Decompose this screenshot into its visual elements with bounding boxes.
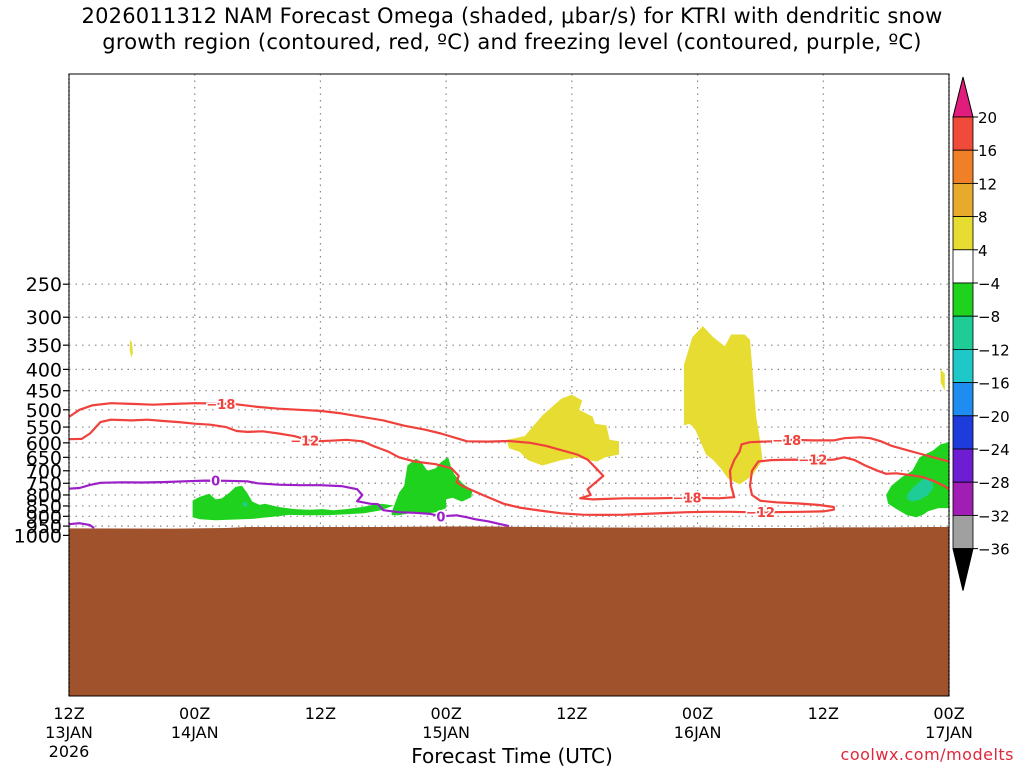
- xtick-label-0-2: 2026: [49, 742, 90, 761]
- ytick-label-500: 500: [26, 400, 62, 422]
- contour-label-1-0: −12: [290, 434, 319, 449]
- x-axis-label: Forecast Time (UTC): [411, 744, 613, 768]
- y-axis-tick-labels: 250 300 3504004505005506006507007508008509…: [14, 274, 62, 547]
- terrain-layer: [69, 526, 949, 696]
- colorbar-label-9: −20: [978, 408, 1010, 426]
- ytick-label-800: 800: [26, 485, 62, 507]
- colorbar-top-arrow: [952, 76, 974, 118]
- omega-region-7: [242, 501, 248, 507]
- colorbar-label-2: 12: [978, 175, 997, 193]
- colorbar-swatch-4: [952, 216, 974, 251]
- xtick-label-1-0: 00Z: [179, 704, 210, 723]
- plot-frame: [63, 73, 950, 697]
- colorbar-swatch-7: [952, 315, 974, 350]
- omega-shading: [129, 326, 949, 521]
- colorbar-swatch-2: [952, 149, 974, 184]
- xtick-label-0-1: 13JAN: [45, 723, 93, 742]
- colorbar-swatch-12: [952, 481, 974, 516]
- omega-colorbar: 20 16 12 8 4 −4 −8 −12 −16 −20 −24 −28 −32 −36: [952, 76, 1010, 591]
- ytick-label-700: 700: [26, 461, 62, 483]
- colorbar-label-8: −16: [978, 375, 1010, 393]
- contour-lines: [69, 402, 949, 529]
- xtick-label-6-0: 12Z: [808, 704, 839, 723]
- xtick-label-0-0: 12Z: [53, 704, 84, 723]
- colorbar-label-6: −8: [978, 308, 1000, 326]
- colorbar-label-11: −28: [978, 474, 1010, 492]
- colorbar-label-12: −32: [978, 507, 1010, 525]
- ytick-label-550: 550: [26, 417, 62, 439]
- contour-label-2-0: 0: [211, 475, 220, 490]
- colorbar-swatch-8: [952, 348, 974, 383]
- ytick-label-850: 850: [26, 496, 62, 518]
- xtick-label-3-0: 00Z: [430, 704, 461, 723]
- freezing-contour-1: [69, 522, 95, 529]
- xtick-label-4-0: 12Z: [556, 704, 587, 723]
- colorbar-label-5: −4: [978, 275, 1000, 293]
- omega-region-8: [907, 477, 934, 502]
- xtick-label-5-1: 16JAN: [674, 723, 722, 742]
- xtick-label-5-0: 00Z: [682, 704, 713, 723]
- xtick-label-7-0: 00Z: [933, 704, 964, 723]
- colorbar-swatch-11: [952, 448, 974, 483]
- colorbar-label-10: −24: [978, 441, 1010, 459]
- omega-region-2: [684, 326, 763, 485]
- ytick-label-650: 650: [26, 447, 62, 469]
- omega-region-3: [940, 369, 945, 391]
- credit-text: coolwx.com/modelts: [840, 745, 1014, 764]
- ytick-label-300: 300: [26, 307, 62, 329]
- colorbar-swatch-5: [952, 249, 974, 284]
- xtick-label-3-1: 15JAN: [422, 723, 470, 742]
- colorbar-label-0: 20: [978, 109, 997, 127]
- colorbar-label-1: 16: [978, 142, 997, 160]
- colorbar-label-13: −36: [978, 541, 1010, 559]
- chart-title-line-1: 2026011312 NAM Forecast Omega (shaded, μ…: [81, 4, 943, 28]
- dendritic-contour-1: [69, 418, 949, 516]
- ytick-label-750: 750: [26, 473, 62, 495]
- ytick-label-950: 950: [26, 516, 62, 538]
- contour-label-0-2: −18: [772, 434, 801, 449]
- terrain-region: [69, 526, 949, 696]
- omega-region-1: [506, 394, 619, 466]
- colorbar-swatch-10: [952, 415, 974, 450]
- chart-title-line-2: growth region (contoured, red, ºC) and f…: [102, 30, 922, 54]
- omega-region-4: [192, 485, 394, 521]
- colorbar-label-7: −12: [978, 341, 1010, 359]
- colorbar-label-4: 4: [978, 242, 988, 260]
- ytick-label-350: 350: [26, 335, 62, 357]
- colorbar-swatch-3: [952, 182, 974, 217]
- colorbar-swatch-9: [952, 382, 974, 417]
- contour-label-0-1: −18: [673, 492, 702, 507]
- contour-label-2-1: 0: [436, 510, 445, 525]
- omega-region-0: [129, 339, 133, 358]
- colorbar-swatch-1: [952, 116, 974, 151]
- freezing-contour-0: [69, 479, 510, 528]
- colorbar-label-3: 8: [978, 209, 988, 227]
- ytick-label-400: 400: [26, 359, 62, 381]
- ytick-label-450: 450: [26, 381, 62, 403]
- ytick-label-600: 600: [26, 433, 62, 455]
- colorbar-bottom-arrow: [952, 548, 974, 591]
- ytick-label-1000: 1000: [14, 525, 62, 547]
- xtick-label-7-1: 17JAN: [925, 723, 973, 742]
- xtick-label-2-0: 12Z: [305, 704, 336, 723]
- contour-labels: −18 −18 −18 −12 −12 −12 0 0: [205, 396, 829, 526]
- omega-region-6: [886, 442, 949, 518]
- contour-label-1-1: −12: [746, 506, 775, 521]
- contour-label-1-2: −12: [798, 454, 827, 469]
- omega-region-5: [391, 457, 473, 516]
- contour-label-0-0: −18: [206, 398, 235, 413]
- xtick-label-1-1: 14JAN: [171, 723, 219, 742]
- plot-border: [68, 73, 950, 697]
- colorbar-swatch-13: [952, 515, 974, 550]
- ytick-label-250: 250: [26, 274, 62, 296]
- dendritic-contour-0: [69, 402, 949, 501]
- colorbar-swatch-6: [952, 282, 974, 317]
- ytick-label-900: 900: [26, 506, 62, 528]
